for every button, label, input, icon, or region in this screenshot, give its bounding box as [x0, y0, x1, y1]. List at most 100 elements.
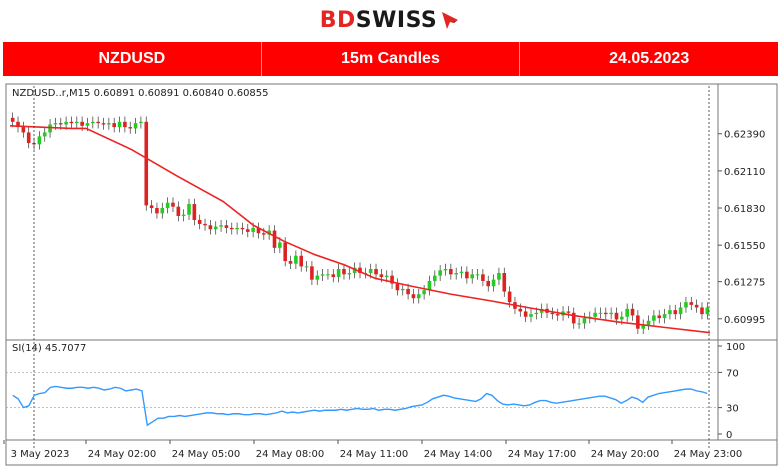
candle-bear	[245, 229, 250, 232]
banner-date: 24.05.2023	[609, 50, 690, 67]
candle-bear	[123, 121, 127, 128]
chart-header-text: NZDUSD..r,M15 0.60891 0.60891 0.60840 0.…	[12, 88, 269, 99]
candle-bull	[652, 315, 656, 321]
candle-bull	[662, 314, 667, 319]
candle-bear	[395, 283, 400, 291]
chart-frame	[5, 83, 778, 466]
candle-bear	[299, 255, 304, 267]
brand-name-part1: BD	[319, 7, 356, 33]
candle-bull	[454, 273, 458, 275]
time-tick-label: 24 May 17:00	[508, 449, 577, 460]
candle-bear	[411, 294, 416, 299]
candle-bull	[668, 310, 672, 315]
candle-bull	[470, 274, 475, 279]
candle-bear	[21, 127, 26, 133]
candle-bear	[673, 310, 678, 315]
candle-bull	[315, 275, 320, 280]
candle-bull	[534, 312, 539, 315]
banner-timeframe: 15m Candles	[262, 42, 521, 76]
candle-bear	[358, 267, 362, 274]
candle-bear	[700, 307, 704, 315]
candle-bull	[53, 123, 58, 125]
candle-bull	[620, 316, 624, 320]
candle-bull	[368, 269, 373, 274]
candle-bear	[390, 275, 394, 284]
candle-bull	[107, 123, 111, 125]
candle-bull	[219, 225, 223, 227]
candle-bull	[705, 307, 710, 315]
chart-info-banner: NZDUSD 15m Candles 24.05.2023	[3, 42, 778, 76]
candle-bull	[443, 269, 448, 271]
candle-bear	[379, 274, 384, 277]
candle-bear	[26, 132, 31, 144]
candle-bull	[352, 267, 357, 274]
candle-bull	[582, 318, 587, 324]
candle-bull	[304, 266, 309, 268]
brand-name-part2: SWISS	[355, 7, 438, 33]
candle-bear	[630, 308, 635, 316]
candle-bear	[229, 227, 234, 230]
candle-bear	[507, 291, 512, 303]
candle-bull	[160, 208, 165, 214]
candle-bull	[438, 270, 442, 276]
candle-bull	[641, 324, 646, 329]
candle-bull	[64, 121, 68, 125]
candle-bear	[689, 302, 694, 305]
candle-bull	[416, 294, 421, 299]
candle-bear	[192, 204, 197, 220]
time-tick-label: 24 May 08:00	[256, 449, 325, 460]
rsi-label: SI(14) 45.7077	[12, 343, 86, 354]
rsi-tick-label: 70	[726, 368, 739, 379]
candle-bear	[486, 280, 491, 287]
candle-bull	[497, 273, 501, 280]
candle-bear	[10, 117, 15, 122]
candle-bear	[256, 227, 261, 234]
candle-bear	[283, 242, 287, 262]
price-tick-label: 0.62390	[724, 130, 765, 141]
candle-bear	[518, 308, 523, 312]
candle-bull	[684, 302, 688, 308]
candle-bull	[48, 124, 52, 133]
candle-bull	[91, 121, 95, 124]
candle-bull	[187, 204, 191, 215]
candle-bull	[165, 202, 170, 209]
candle-bear	[128, 127, 133, 129]
candle-bear	[112, 123, 116, 128]
candle-bull	[278, 242, 282, 248]
candle-bull	[577, 323, 581, 325]
candle-bull	[74, 121, 79, 124]
candle-bear	[262, 233, 266, 235]
candle-bull	[326, 274, 330, 276]
candle-bear	[171, 202, 175, 207]
candle-bull	[267, 230, 271, 235]
brand-arrow-icon	[442, 12, 459, 29]
brand-wordmark: BDSWISS	[320, 8, 438, 33]
price-tick-label: 0.62110	[724, 167, 765, 178]
brand-logo: BDSWISS	[0, 0, 780, 40]
candle-bull	[609, 312, 613, 315]
time-tick-label: 3 May 2023	[11, 449, 70, 460]
moving-average-line	[9, 124, 711, 334]
candle-bull	[593, 312, 597, 317]
rsi-tick-label: 100	[726, 342, 745, 353]
candle-bull	[42, 132, 47, 137]
candle-bull	[491, 279, 496, 287]
candle-bull	[320, 274, 325, 276]
candle-bear	[694, 304, 699, 308]
candle-bear	[374, 269, 378, 275]
time-tick-label: 24 May 14:00	[424, 449, 493, 460]
candle-bear	[636, 315, 640, 329]
candle-bull	[459, 271, 464, 274]
time-tick-label: 24 May 02:00	[88, 449, 157, 460]
candle-bear	[197, 219, 202, 224]
candle-bear	[144, 121, 149, 206]
candle-bull	[646, 320, 651, 325]
candle-bull	[347, 273, 352, 275]
candle-bull	[529, 314, 533, 317]
candle-bear	[176, 206, 181, 216]
time-tick-label: 24 May 05:00	[172, 449, 241, 460]
candle-bear	[465, 271, 469, 279]
candle-bear	[550, 312, 555, 315]
candle-bull	[427, 280, 432, 291]
time-tick-label: 24 May 20:00	[591, 449, 660, 460]
